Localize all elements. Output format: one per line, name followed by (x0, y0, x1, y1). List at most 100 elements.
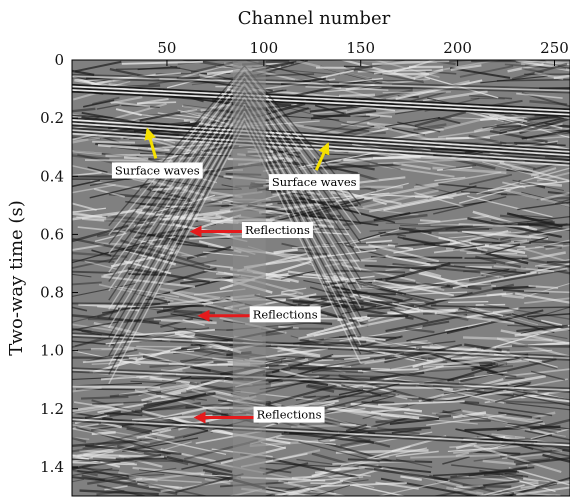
x-tick-label: 250 (540, 39, 569, 57)
heatmap-stripe (468, 94, 513, 100)
heatmap-stripe (88, 458, 183, 463)
heatmap-stripe (446, 486, 484, 496)
heatmap-stripe (497, 358, 522, 366)
heatmap-stripe (462, 336, 553, 342)
heatmap-stripe (504, 114, 570, 119)
heatmap-stripe (77, 226, 125, 233)
heatmap-stripe (441, 264, 526, 274)
heatmap-stripe (364, 300, 412, 312)
heatmap-surface-wave (108, 121, 246, 375)
heatmap-stripe (265, 486, 316, 496)
heatmap-stripe (135, 471, 206, 483)
heatmap-stripe (188, 381, 241, 394)
heatmap-stripe (361, 336, 386, 342)
heatmap-stripe (136, 428, 172, 439)
heatmap-stripe (169, 290, 214, 305)
heatmap-stripe (84, 410, 121, 419)
heatmap-stripe (116, 444, 189, 466)
heatmap-stripe (410, 454, 508, 459)
heatmap-stripe (135, 477, 202, 484)
heatmap-stripe (340, 422, 378, 429)
heatmap-stripe (97, 402, 147, 414)
heatmap-stripe (405, 327, 435, 334)
heatmap-stripe (341, 123, 380, 129)
heatmap-stripe (303, 124, 370, 133)
heatmap-stripe (421, 309, 515, 325)
heatmap-stripe (520, 132, 570, 139)
heatmap-stripe (96, 224, 154, 238)
heatmap-stripe (380, 224, 474, 237)
heatmap-stripe (399, 301, 425, 304)
heatmap-stripe (471, 240, 562, 249)
heatmap-stripe (482, 480, 520, 487)
heatmap-stripe (72, 134, 110, 144)
y-tick-label: 0 (54, 51, 64, 69)
heatmap-stripe (312, 394, 400, 417)
heatmap-stripe (72, 321, 119, 331)
heatmap-stripe (166, 455, 233, 473)
x-tick-label: 100 (250, 39, 279, 57)
heatmap-stripe (140, 392, 207, 411)
heatmap-event (72, 369, 570, 392)
heatmap-stripe (517, 201, 570, 211)
heatmap-stripe (527, 135, 570, 141)
heatmap-stripe (516, 92, 563, 99)
heatmap-stripe (264, 357, 286, 364)
heatmap-stripe (545, 244, 570, 251)
heatmap-stripe (291, 473, 351, 480)
heatmap-stripe (449, 443, 502, 449)
heatmap-stripe (72, 314, 160, 325)
heatmap-stripe (352, 484, 408, 496)
heatmap-stripe (263, 107, 310, 123)
heatmap-stripe (530, 370, 566, 381)
heatmap-stripe (137, 66, 178, 71)
heatmap-stripe (531, 237, 570, 246)
heatmap-stripe (514, 142, 566, 147)
heatmap-stripe (507, 324, 570, 328)
heatmap-stripe (346, 120, 370, 124)
heatmap-event (72, 334, 570, 360)
heatmap-stripe (301, 362, 352, 369)
heatmap-stripe (448, 300, 489, 304)
heatmap-stripe (72, 311, 113, 323)
heatmap-stripe (72, 306, 88, 312)
heatmap-stripe (106, 350, 195, 358)
heatmap-stripe (501, 294, 524, 299)
heatmap-stripe (522, 282, 570, 298)
heatmap-stripe (435, 482, 477, 493)
heatmap-stripe (291, 423, 357, 428)
heatmap-stripe (365, 239, 393, 244)
heatmap-event (72, 420, 570, 449)
heatmap-event (72, 87, 570, 114)
y-tick-label: 1.4 (40, 458, 64, 476)
heatmap-stripe (72, 184, 116, 194)
heatmap-stripe (519, 306, 570, 309)
heatmap-stripe (476, 484, 525, 496)
heatmap-stripe (412, 359, 443, 368)
heatmap-stripe (536, 171, 570, 182)
heatmap-event (72, 416, 570, 445)
heatmap-stripe (531, 411, 556, 419)
heatmap-stripe (508, 467, 570, 486)
heatmap-stripe (127, 428, 212, 451)
heatmap-stripe (72, 154, 110, 161)
annotation-label: Reflections (257, 408, 322, 422)
heatmap-event (72, 367, 570, 390)
heatmap-stripe (521, 62, 558, 68)
heatmap-stripe (395, 79, 483, 100)
heatmap-stripe (138, 352, 185, 366)
heatmap-stripe (322, 152, 391, 162)
heatmap-stripe (96, 484, 148, 496)
heatmap-stripe (400, 475, 422, 481)
heatmap-stripe (496, 415, 543, 422)
heatmap-stripe (521, 257, 570, 268)
heatmap-stripe (95, 467, 177, 481)
heatmap-stripe (506, 388, 570, 401)
heatmap-stripe (72, 436, 90, 441)
heatmap-stripe (72, 257, 119, 269)
heatmap-surface-wave (108, 124, 246, 385)
heatmap-stripe (459, 401, 553, 417)
heatmap-stripe (512, 344, 570, 348)
heatmap-stripe (131, 290, 168, 303)
heatmap-stripe (393, 162, 431, 171)
